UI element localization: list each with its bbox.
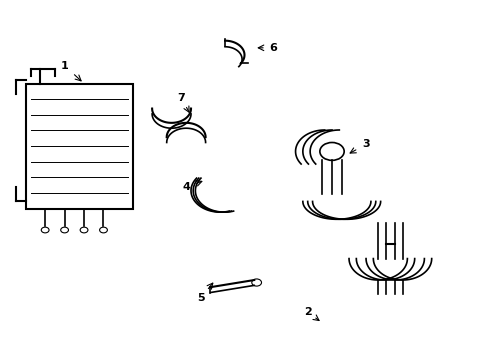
Text: 7: 7 [177, 93, 185, 103]
Text: 3: 3 [362, 139, 369, 149]
Text: 4: 4 [182, 182, 190, 192]
Text: 2: 2 [303, 307, 311, 317]
Text: 1: 1 [61, 61, 68, 71]
Text: 5: 5 [197, 293, 204, 303]
Text: 6: 6 [269, 43, 277, 53]
